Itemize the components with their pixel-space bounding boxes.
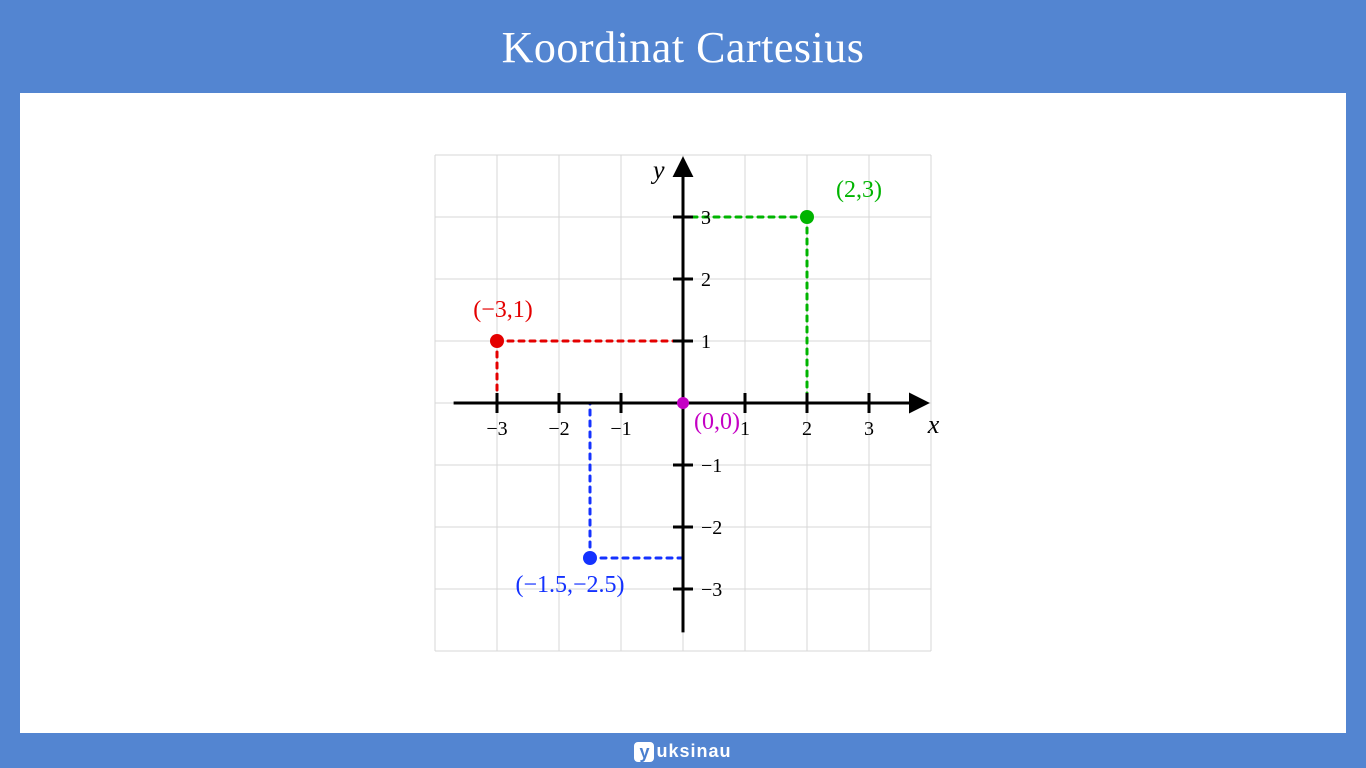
footer-brand: yuksinau <box>0 740 1366 762</box>
svg-text:2: 2 <box>701 269 711 291</box>
svg-text:(2,3): (2,3) <box>836 177 882 203</box>
svg-text:−2: −2 <box>701 517 722 539</box>
cartesian-chart: −3 −2 −1 1 2 3 −3 −2 −1 1 2 3 x y (0,0) (2,3) (−3,1) (−1.… <box>403 123 963 703</box>
svg-text:−1: −1 <box>610 418 631 440</box>
svg-text:(−3,1): (−3,1) <box>473 297 533 323</box>
svg-text:−3: −3 <box>486 418 507 440</box>
content-frame: −3 −2 −1 1 2 3 −3 −2 −1 1 2 3 x y (0,0) (2,3) (−3,1) (−1.… <box>20 93 1346 733</box>
page-title: Koordinat Cartesius <box>0 0 1366 93</box>
svg-text:1: 1 <box>701 331 711 353</box>
brand-text: uksinau <box>656 741 731 761</box>
svg-text:3: 3 <box>864 418 874 440</box>
svg-text:y: y <box>650 156 665 185</box>
svg-text:(−1.5,−2.5): (−1.5,−2.5) <box>515 572 624 598</box>
svg-text:2: 2 <box>802 418 812 440</box>
svg-text:3: 3 <box>701 207 711 229</box>
brand-badge: y <box>634 742 654 762</box>
svg-text:−1: −1 <box>701 455 722 477</box>
svg-text:1: 1 <box>740 418 750 440</box>
svg-text:−2: −2 <box>548 418 569 440</box>
svg-text:−3: −3 <box>701 579 722 601</box>
svg-text:x: x <box>927 410 940 439</box>
svg-text:(0,0): (0,0) <box>694 409 740 435</box>
